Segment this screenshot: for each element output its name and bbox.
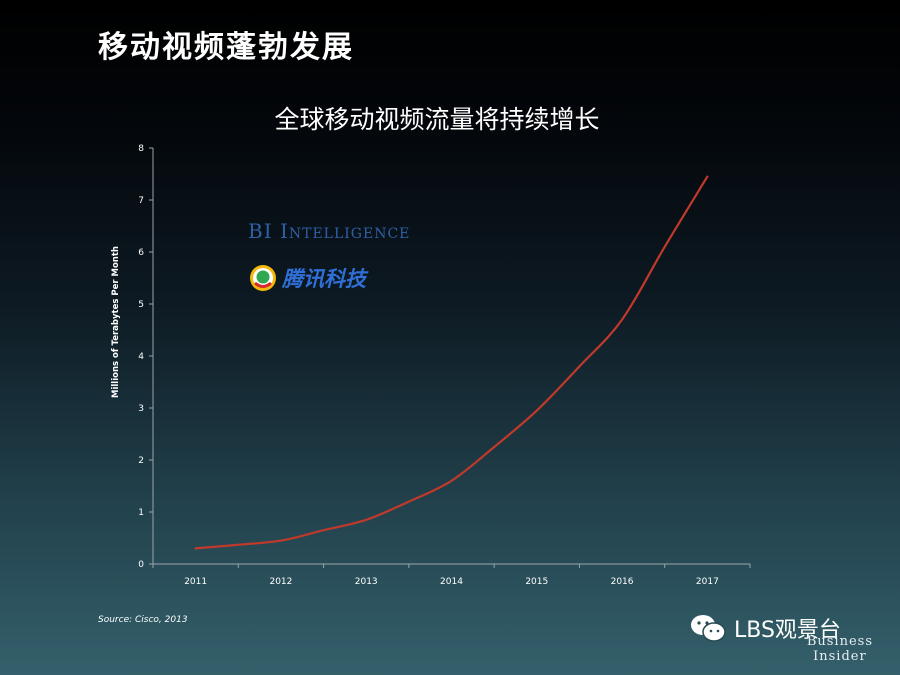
business-insider-logo: Business Insider [807, 634, 873, 664]
y-tick-label: 6 [138, 248, 144, 258]
chart-title: 全球移动视频流量将持续增长 [274, 105, 600, 134]
x-tick-label: 2014 [440, 577, 463, 587]
tencent-qq-icon [250, 265, 276, 291]
y-tick-label: 3 [138, 404, 144, 414]
x-tick-label: 2017 [696, 577, 719, 587]
business-insider-line2: Insider [813, 649, 867, 664]
wechat-watermark: LBS观景台 [690, 608, 841, 648]
y-tick-label: 8 [138, 144, 144, 154]
tencent-tech-logo: 腾讯科技 [248, 262, 366, 294]
watermark-text: LBS观景台 [734, 618, 841, 643]
y-tick-label: 1 [138, 508, 144, 518]
y-axis-ticks: 0 1 2 3 4 5 6 7 8 [138, 144, 153, 570]
x-tick-label: 2012 [269, 577, 292, 587]
slide-title: 移动视频蓬勃发展 [98, 30, 354, 65]
source-note: Source: Cisco, 2013 [98, 615, 188, 625]
y-tick-label: 4 [138, 352, 144, 362]
y-tick-label: 2 [138, 456, 144, 466]
x-tick-label: 2011 [184, 577, 207, 587]
y-tick-label: 0 [138, 560, 144, 570]
chart-axes [152, 148, 750, 565]
series-line-mobile-video-traffic [194, 175, 709, 550]
bi-intelligence-logo: BI Intelligence [248, 219, 411, 243]
wechat-icon [691, 615, 726, 642]
y-axis-label: Millions of Terabytes Per Month [111, 246, 121, 398]
x-tick-label: 2016 [611, 577, 634, 587]
x-axis-ticks: 2011 2012 2013 2014 2015 2016 2017 [152, 564, 751, 587]
business-insider-line1: Business [806, 634, 873, 649]
x-tick-label: 2015 [525, 577, 548, 587]
y-tick-label: 7 [138, 196, 144, 206]
x-tick-label: 2013 [355, 577, 378, 587]
tencent-tech-text: 腾讯科技 [282, 267, 366, 291]
y-tick-label: 5 [138, 300, 144, 310]
